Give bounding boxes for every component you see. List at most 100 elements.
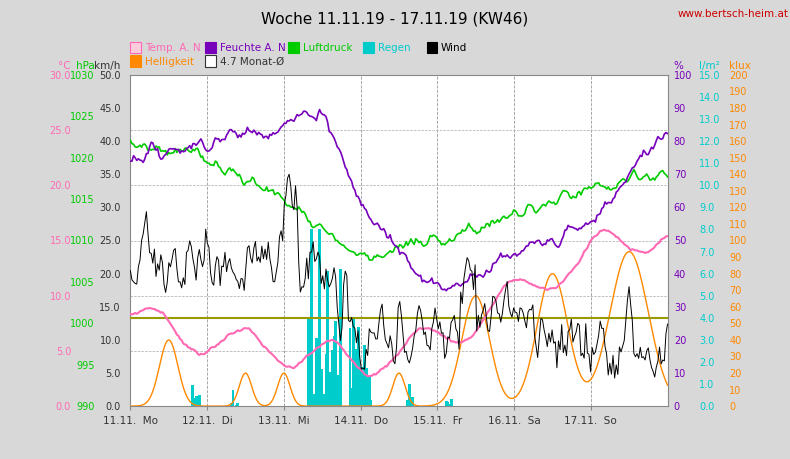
Text: 90: 90 xyxy=(729,252,742,263)
Bar xyxy=(191,386,194,406)
Text: 8.0: 8.0 xyxy=(699,225,714,235)
Text: 200: 200 xyxy=(729,71,747,81)
Text: km/h: km/h xyxy=(95,61,121,71)
Bar xyxy=(231,391,235,406)
Text: 1020: 1020 xyxy=(70,153,95,163)
Text: 110: 110 xyxy=(729,219,747,230)
Text: 4.7 Monat-Ø: 4.7 Monat-Ø xyxy=(220,57,284,67)
Text: 1030: 1030 xyxy=(70,71,95,81)
Text: 13.0: 13.0 xyxy=(699,115,720,125)
Text: Feuchte A. N: Feuchte A. N xyxy=(220,43,285,53)
Bar xyxy=(358,379,361,406)
Text: 7.0: 7.0 xyxy=(699,247,714,257)
Text: 40: 40 xyxy=(729,335,742,345)
Text: 15.0: 15.0 xyxy=(100,302,121,312)
Text: 1010: 1010 xyxy=(70,236,95,246)
Text: 10.0: 10.0 xyxy=(100,335,121,345)
Text: 190: 190 xyxy=(729,87,747,97)
Bar xyxy=(363,345,366,406)
Bar xyxy=(348,328,352,406)
Text: 10: 10 xyxy=(729,385,742,395)
Text: 40.0: 40.0 xyxy=(100,137,121,147)
Text: 20.0: 20.0 xyxy=(100,269,121,279)
Bar xyxy=(334,321,337,406)
Text: 20: 20 xyxy=(729,368,742,378)
Text: 30.0: 30.0 xyxy=(50,71,71,81)
Text: 60: 60 xyxy=(674,203,687,213)
Bar xyxy=(356,327,359,406)
Bar xyxy=(322,402,324,406)
Text: °C: °C xyxy=(58,61,71,71)
Text: 160: 160 xyxy=(729,137,747,147)
Bar xyxy=(194,396,198,406)
Bar xyxy=(353,400,356,406)
Text: 50: 50 xyxy=(729,319,742,329)
Bar xyxy=(450,399,453,406)
Bar xyxy=(315,339,318,406)
Bar xyxy=(445,401,448,406)
Text: 4.0: 4.0 xyxy=(699,313,714,323)
Bar xyxy=(406,401,409,406)
Text: 20: 20 xyxy=(674,335,687,345)
Bar xyxy=(333,337,336,406)
Bar xyxy=(312,403,314,406)
Text: Regen: Regen xyxy=(378,43,410,53)
Text: 995: 995 xyxy=(77,360,95,370)
Bar xyxy=(370,400,372,406)
Bar xyxy=(359,367,363,406)
Bar xyxy=(350,388,353,406)
Text: 3.0: 3.0 xyxy=(699,335,714,345)
Text: Helligkeit: Helligkeit xyxy=(145,57,194,67)
Text: 80: 80 xyxy=(729,269,742,279)
Text: 1000: 1000 xyxy=(70,319,95,329)
Bar xyxy=(310,230,313,406)
Bar xyxy=(193,398,196,406)
Text: 10: 10 xyxy=(674,368,687,378)
Text: 990: 990 xyxy=(77,401,95,411)
Text: 5.0: 5.0 xyxy=(106,368,121,378)
Text: 1.0: 1.0 xyxy=(699,379,714,389)
Bar xyxy=(323,394,325,406)
Bar xyxy=(320,369,322,406)
Text: 1015: 1015 xyxy=(70,195,95,205)
Bar xyxy=(362,404,364,406)
Text: Woche 11.11.19 - 17.11.19 (KW46): Woche 11.11.19 - 17.11.19 (KW46) xyxy=(261,11,529,27)
Bar xyxy=(446,403,450,406)
Text: 70: 70 xyxy=(674,170,687,180)
Text: 0.0: 0.0 xyxy=(56,401,71,411)
Text: 70: 70 xyxy=(729,285,742,296)
Text: 14.0: 14.0 xyxy=(699,93,720,103)
Bar xyxy=(448,404,451,406)
Text: 150: 150 xyxy=(729,153,747,163)
Text: 10.0: 10.0 xyxy=(50,291,71,301)
Text: hPa: hPa xyxy=(76,61,95,71)
Bar xyxy=(365,368,367,406)
Text: Temp. A. N: Temp. A. N xyxy=(145,43,200,53)
Bar xyxy=(236,403,239,406)
Text: 100: 100 xyxy=(674,71,692,81)
Text: Wind: Wind xyxy=(441,43,467,53)
Text: 45.0: 45.0 xyxy=(100,104,121,114)
Text: 100: 100 xyxy=(729,236,747,246)
Bar xyxy=(235,405,238,406)
Text: 15.0: 15.0 xyxy=(50,236,71,246)
Text: 50.0: 50.0 xyxy=(100,71,121,81)
Text: 10.0: 10.0 xyxy=(699,181,720,191)
Bar xyxy=(336,380,339,406)
Text: 15.0: 15.0 xyxy=(699,71,720,81)
Text: 170: 170 xyxy=(729,120,747,130)
Text: 30: 30 xyxy=(729,352,742,362)
Bar xyxy=(314,395,316,406)
Bar xyxy=(230,403,233,406)
Bar xyxy=(198,395,201,406)
Bar xyxy=(337,375,340,406)
Bar xyxy=(307,317,310,406)
Bar xyxy=(318,230,321,406)
Text: 1005: 1005 xyxy=(70,277,95,287)
Bar xyxy=(326,271,329,406)
Text: 25.0: 25.0 xyxy=(50,126,71,136)
Text: 6.0: 6.0 xyxy=(699,269,714,279)
Text: 2.0: 2.0 xyxy=(699,357,714,367)
Text: 1025: 1025 xyxy=(70,112,95,122)
Text: 5.0: 5.0 xyxy=(699,291,714,301)
